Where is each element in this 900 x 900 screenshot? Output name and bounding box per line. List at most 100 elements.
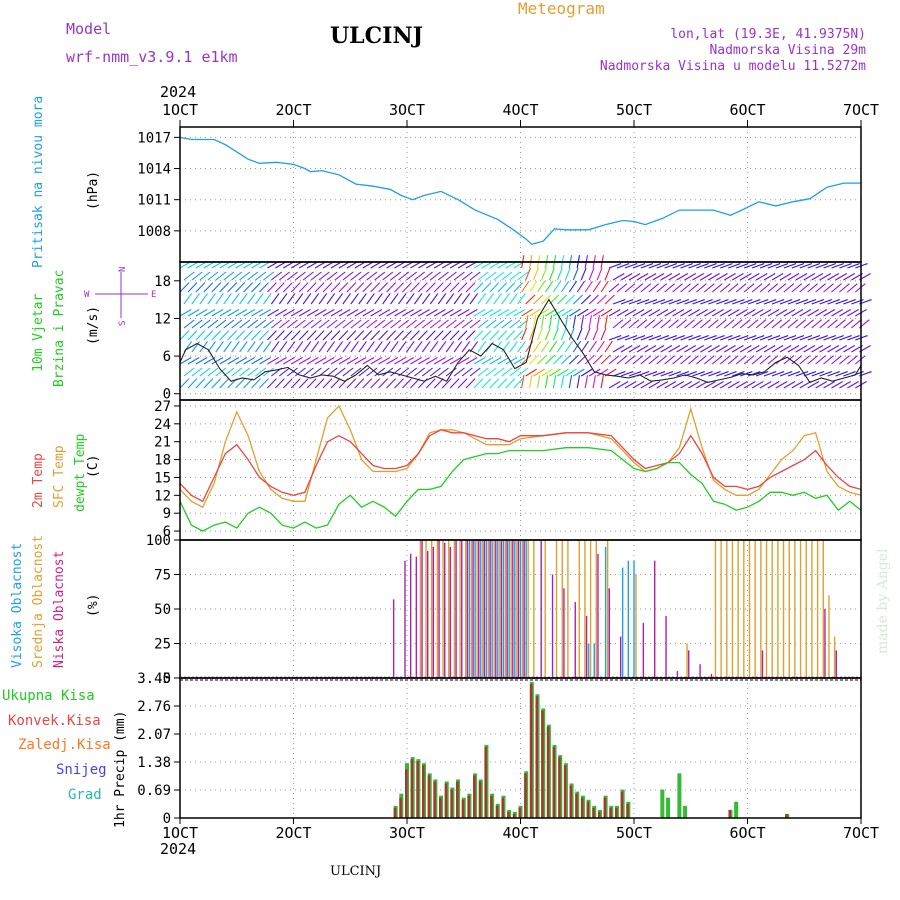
wind-arrow: [346, 282, 357, 293]
wind-arrow: [791, 283, 803, 293]
wind-arrow: [283, 357, 295, 365]
wind-arrow: [656, 355, 668, 365]
wind-arrow: [453, 293, 463, 305]
convective-precip-bar: [427, 775, 431, 818]
wind-arrow: [704, 335, 717, 341]
wind-arrow: [604, 315, 608, 329]
wind-arrow: [767, 355, 779, 365]
wind-arrow: [552, 327, 559, 341]
wind-arrow: [552, 375, 557, 389]
wind-arrow: [564, 315, 569, 329]
wind-arrow: [505, 309, 518, 317]
wind-arrow: [207, 367, 219, 377]
wind-arrow: [362, 309, 375, 317]
wind-arrow: [410, 378, 420, 389]
wind-arrow: [326, 293, 336, 305]
wind-arrow: [310, 367, 322, 377]
y-tick-label: 1011: [137, 193, 171, 209]
wind-arrow: [708, 299, 721, 305]
wind-arrow: [306, 357, 319, 365]
wind-arrow: [497, 378, 508, 389]
wind-arrow: [426, 309, 438, 317]
wind-arrow: [696, 283, 707, 293]
wind-arrow: [827, 299, 840, 305]
wind-arrow: [600, 280, 609, 293]
wind-arrow: [680, 283, 691, 293]
wind-arrow: [648, 381, 661, 389]
wind-arrow: [251, 357, 264, 365]
compass-north: N: [118, 267, 128, 272]
wind-arrow: [592, 354, 603, 365]
wind-arrow: [767, 381, 780, 389]
wind-arrow: [739, 345, 752, 353]
wind-arrow: [775, 335, 789, 341]
wind-arrow: [275, 357, 287, 365]
wind-arrow: [616, 309, 629, 317]
bottom-time-label: 4OCT: [502, 824, 538, 842]
wind-arrow: [453, 319, 465, 329]
wind-arrow: [795, 273, 808, 281]
wind-arrow: [735, 381, 748, 389]
wind-arrow: [720, 335, 733, 341]
wind-arrow: [620, 299, 634, 305]
wind-arrow: [823, 355, 834, 365]
wind-arrow: [286, 367, 298, 377]
wind-arrow: [803, 345, 816, 353]
wind-arrow: [533, 368, 545, 377]
wind-arrow: [211, 282, 222, 293]
wind-arrow: [624, 283, 636, 293]
wind-arrow: [406, 367, 418, 377]
wind-arrow: [477, 271, 489, 281]
wind-label-1: 10m Vjetar: [31, 294, 46, 372]
convective-precip-bar: [563, 765, 567, 818]
wind-arrow: [231, 319, 243, 329]
convective-precip-bar: [467, 795, 470, 818]
wind-arrow: [394, 378, 404, 389]
wind-arrow: [584, 308, 597, 317]
wind-arrow: [743, 263, 757, 269]
wind-arrow: [819, 345, 832, 353]
wind-arrow: [382, 319, 394, 329]
wind-arrow: [429, 341, 439, 353]
compass-east: E: [151, 290, 156, 300]
wind-arrow: [688, 355, 699, 365]
wind-arrow: [648, 335, 662, 341]
wind-arrow: [692, 319, 703, 329]
wind-arrow: [775, 283, 787, 293]
wind-arrow: [433, 282, 444, 293]
wind-arrow: [775, 263, 789, 269]
wind-arrow: [429, 271, 441, 281]
wind-arrow: [676, 319, 687, 329]
wind-arrow: [298, 357, 311, 365]
wind-arrow: [473, 282, 484, 293]
wind-arrow: [334, 319, 346, 329]
wind-arrow: [263, 367, 275, 377]
wind-arrow: [187, 330, 198, 341]
wind-arrow: [215, 293, 224, 305]
wind-arrow: [728, 263, 741, 269]
wind-arrow: [572, 315, 577, 329]
wind-arrow: [823, 335, 836, 341]
wind-arrow: [847, 335, 860, 341]
convective-precip-bar: [512, 813, 516, 818]
wind-arrow: [688, 263, 701, 269]
wind-arrow: [584, 280, 593, 293]
wind-arrow: [501, 367, 513, 377]
wind-arrow: [592, 327, 599, 341]
wind-arrow: [286, 341, 296, 353]
wind-arrow: [274, 282, 285, 293]
wind-arrow: [414, 367, 425, 377]
wind-arrow: [191, 271, 203, 281]
top-time-label: 4OCT: [502, 101, 538, 119]
wind-arrow: [568, 375, 573, 389]
wind-arrow: [239, 367, 251, 377]
wind-arrow: [664, 381, 677, 389]
wind-arrow: [843, 371, 856, 377]
wind-arrow: [739, 273, 752, 281]
wind-arrow: [183, 271, 195, 281]
wind-arrow: [640, 381, 653, 389]
total-precip-bar: [683, 805, 688, 818]
wind-arrow: [779, 345, 792, 353]
wind-arrow: [807, 283, 818, 293]
wind-arrow: [632, 335, 646, 341]
